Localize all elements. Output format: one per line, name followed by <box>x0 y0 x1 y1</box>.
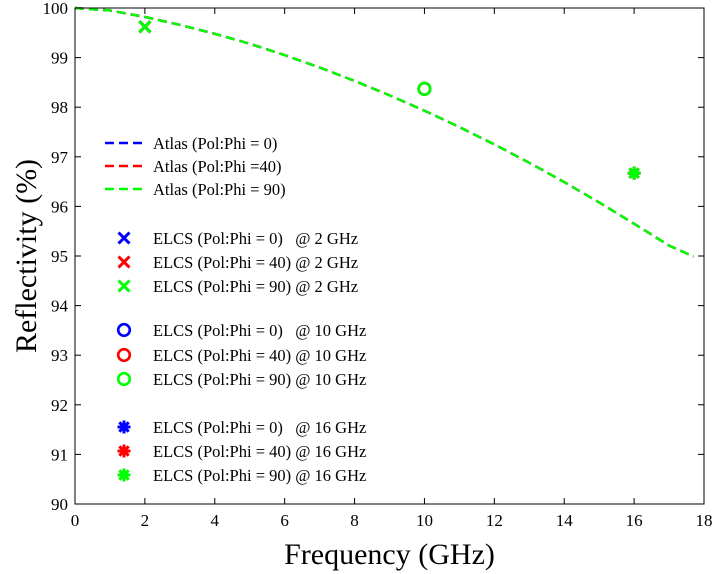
y-tick-label: 95 <box>51 247 68 266</box>
x-tick-label: 16 <box>626 511 643 530</box>
legend-label-2: Atlas (Pol:Phi = 90) <box>153 180 286 199</box>
series-line-2 <box>74 6 695 258</box>
y-tick-label: 97 <box>51 148 69 167</box>
data-point-11-0 <box>627 166 641 180</box>
legend-marker-8 <box>116 371 132 387</box>
legend-label-10: ELCS (Pol:Phi = 40) @ 16 GHz <box>153 442 366 461</box>
x-tick-label: 14 <box>556 511 574 530</box>
x-tick-label: 2 <box>141 511 150 530</box>
x-axis-label: Frequency (GHz) <box>284 538 495 571</box>
x-tick-label: 18 <box>696 511 713 530</box>
legend-label-7: ELCS (Pol:Phi = 40) @ 10 GHz <box>153 346 366 365</box>
legend-label-4: ELCS (Pol:Phi = 40) @ 2 GHz <box>153 253 358 272</box>
legend-marker-5 <box>117 279 131 293</box>
x-tick-label: 10 <box>416 511 433 530</box>
axes-layer: 0 2 4 6 8 10 12 14 16 18 90 91 92 93 94 95 96 97 98 99 100 <box>43 0 713 530</box>
legend: Atlas (Pol:Phi = 0) Atlas (Pol:Phi =40) At… <box>105 134 366 485</box>
legend-marker-6 <box>116 322 132 338</box>
x-tick-label: 6 <box>280 511 289 530</box>
y-tick-label: 96 <box>51 197 68 216</box>
y-axis-label: Reflectivity (%) <box>10 159 43 353</box>
legend-label-3: ELCS (Pol:Phi = 0) @ 2 GHz <box>153 229 358 248</box>
y-tick-label: 99 <box>51 49 68 68</box>
y-tick-label: 100 <box>43 0 69 18</box>
series-layer <box>74 6 695 258</box>
y-tick-label: 93 <box>51 346 68 365</box>
legend-label-5: ELCS (Pol:Phi = 90) @ 2 GHz <box>153 277 358 296</box>
y-tick-label: 90 <box>51 495 68 514</box>
data-point-8-0 <box>417 81 432 96</box>
x-tick-label: 4 <box>211 511 220 530</box>
legend-marker-9 <box>117 420 131 434</box>
legend-label-9: ELCS (Pol:Phi = 0) @ 16 GHz <box>153 418 366 437</box>
x-tick-label: 0 <box>71 511 80 530</box>
legend-marker-3 <box>117 231 131 245</box>
legend-marker-7 <box>116 347 132 363</box>
legend-label-8: ELCS (Pol:Phi = 90) @ 10 GHz <box>153 370 366 389</box>
y-tick-label: 94 <box>51 297 69 316</box>
legend-label-1: Atlas (Pol:Phi =40) <box>153 157 281 176</box>
legend-marker-10 <box>117 444 131 458</box>
plot-area <box>75 8 704 504</box>
x-tick-label: 12 <box>486 511 503 530</box>
legend-marker-4 <box>117 255 131 269</box>
legend-label-0: Atlas (Pol:Phi = 0) <box>153 134 277 153</box>
data-point-5-0 <box>138 20 152 34</box>
legend-marker-11 <box>117 468 131 482</box>
y-tick-label: 92 <box>51 396 68 415</box>
y-tick-label: 91 <box>51 445 68 464</box>
legend-label-11: ELCS (Pol:Phi = 90) @ 16 GHz <box>153 466 366 485</box>
y-tick-label: 98 <box>51 98 68 117</box>
legend-label-6: ELCS (Pol:Phi = 0) @ 10 GHz <box>153 321 366 340</box>
x-tick-label: 8 <box>350 511 359 530</box>
